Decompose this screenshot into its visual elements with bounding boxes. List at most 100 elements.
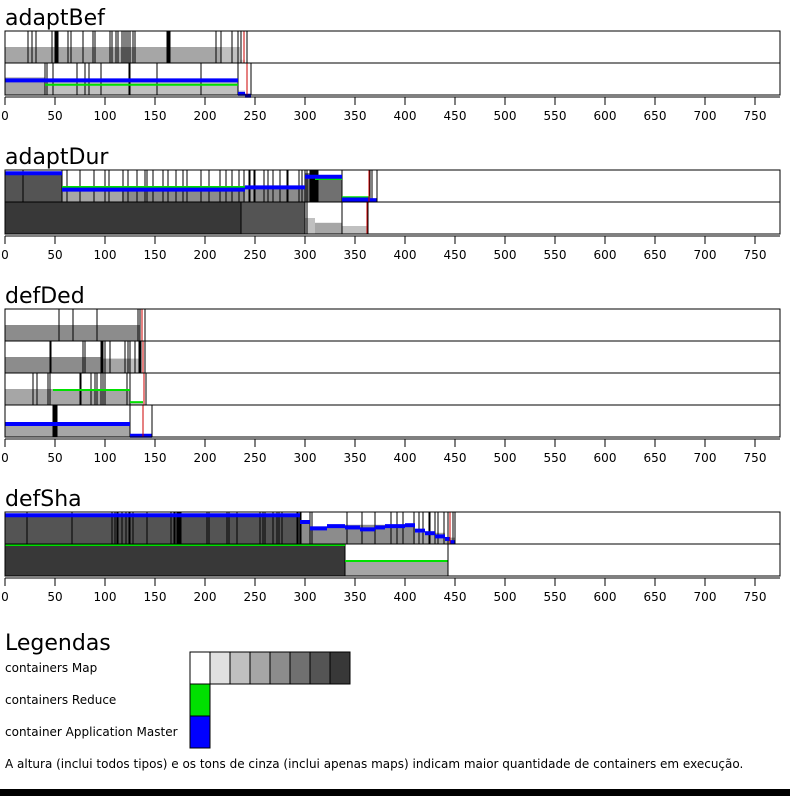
row-frame (4, 201, 781, 235)
panel-title: adaptBef (5, 6, 106, 31)
tick-label: 550 (544, 248, 567, 262)
map-segment (305, 218, 315, 234)
tick-label: 200 (194, 451, 217, 465)
tick-label: 100 (94, 248, 117, 262)
panel-title: adaptDur (5, 145, 109, 170)
tick-label: 450 (444, 590, 467, 604)
legend-reduce-swatch (189, 683, 211, 717)
map-shade-swatch (229, 651, 251, 685)
tick-label: 700 (694, 590, 717, 604)
tick-label: 650 (644, 248, 667, 262)
map-shade-swatch (209, 651, 231, 685)
tick-label: 500 (494, 248, 517, 262)
row-frame (4, 62, 781, 96)
map-segment (240, 59, 245, 63)
tick-label: 50 (47, 109, 62, 123)
tick-label: 250 (244, 590, 267, 604)
map-segment (5, 544, 345, 576)
tick-label: 150 (144, 109, 167, 123)
tick-label: 600 (594, 109, 617, 123)
tick-label: 0 (1, 451, 9, 465)
map-segment (130, 401, 143, 405)
map-segment (310, 526, 345, 544)
tick-label: 200 (194, 248, 217, 262)
row-background (5, 405, 780, 437)
panel-adaptBef: adaptBef 0 50 100 150 200 250 300 350 400 450 500 55… (1, 6, 781, 123)
map-segment (241, 202, 305, 234)
legend-am-swatch (189, 715, 211, 749)
map-segment (5, 171, 23, 202)
tick-label: 150 (144, 590, 167, 604)
tick-label: 250 (244, 109, 267, 123)
map-shade-swatch (269, 651, 291, 685)
tick-label: 250 (244, 451, 267, 465)
tick-label: 50 (47, 248, 62, 262)
panel-title: defSha (5, 487, 82, 512)
tick-label: 400 (394, 248, 417, 262)
tick-label: 200 (194, 590, 217, 604)
map-shade-swatch (189, 651, 211, 685)
map-segment (50, 357, 102, 373)
tick-label: 100 (94, 109, 117, 123)
tick-label: 700 (694, 451, 717, 465)
row-frame (4, 543, 781, 577)
map-segment (102, 358, 130, 373)
tick-label: 700 (694, 248, 717, 262)
tick-label: 350 (344, 590, 367, 604)
map-segment (345, 560, 448, 576)
tick-label: 650 (644, 451, 667, 465)
map-segment (5, 389, 33, 405)
tick-label: 300 (294, 451, 317, 465)
legend-note: A altura (inclui todos tipos) e os tons … (5, 757, 743, 771)
tick-label: 0 (1, 590, 9, 604)
map-shade-swatch (249, 651, 271, 685)
map-segment (221, 47, 240, 63)
map-shade-swatch (289, 651, 311, 685)
tick-label: 250 (244, 248, 267, 262)
legend-map-swatches (189, 651, 351, 685)
legend-map-label: containers Map (5, 661, 97, 675)
map-segment (5, 202, 241, 234)
tick-label: 700 (694, 109, 717, 123)
map-segment (5, 357, 50, 373)
tick-label: 300 (294, 248, 317, 262)
map-segment (5, 513, 300, 544)
tick-label: 600 (594, 248, 617, 262)
tick-label: 450 (444, 451, 467, 465)
legend-title: Legendas (5, 631, 111, 656)
map-segment (45, 79, 238, 95)
tick-label: 350 (344, 248, 367, 262)
legend-reduce-label: containers Reduce (5, 693, 116, 707)
map-segment (342, 226, 368, 234)
tick-label: 450 (444, 109, 467, 123)
row-frame (4, 404, 781, 438)
tick-label: 0 (1, 248, 9, 262)
tick-label: 350 (344, 109, 367, 123)
tick-label: 400 (394, 451, 417, 465)
tick-label: 500 (494, 109, 517, 123)
panel-adaptDur: adaptDur 0 50 100 150 200 250 300 350 400 450 500 55… (1, 145, 781, 262)
tick-label: 650 (644, 590, 667, 604)
tick-label: 300 (294, 590, 317, 604)
tick-label: 50 (47, 451, 62, 465)
tick-label: 150 (144, 248, 167, 262)
map-segment (5, 422, 130, 437)
map-segment (300, 521, 310, 544)
tick-label: 50 (47, 590, 62, 604)
tick-label: 750 (744, 109, 767, 123)
tick-label: 450 (444, 248, 467, 262)
tick-label: 400 (394, 109, 417, 123)
tick-label: 750 (744, 590, 767, 604)
tick-label: 500 (494, 590, 517, 604)
tick-label: 550 (544, 451, 567, 465)
tick-label: 150 (144, 451, 167, 465)
tick-label: 600 (594, 451, 617, 465)
tick-label: 750 (744, 248, 767, 262)
panel-title: defDed (5, 284, 85, 309)
tick-label: 350 (344, 451, 367, 465)
panel-defDed: defDed 0 50 100 150 200 250 300 350 400 450 500 550 6… (1, 284, 781, 465)
tick-label: 100 (94, 590, 117, 604)
map-segment (23, 173, 62, 202)
